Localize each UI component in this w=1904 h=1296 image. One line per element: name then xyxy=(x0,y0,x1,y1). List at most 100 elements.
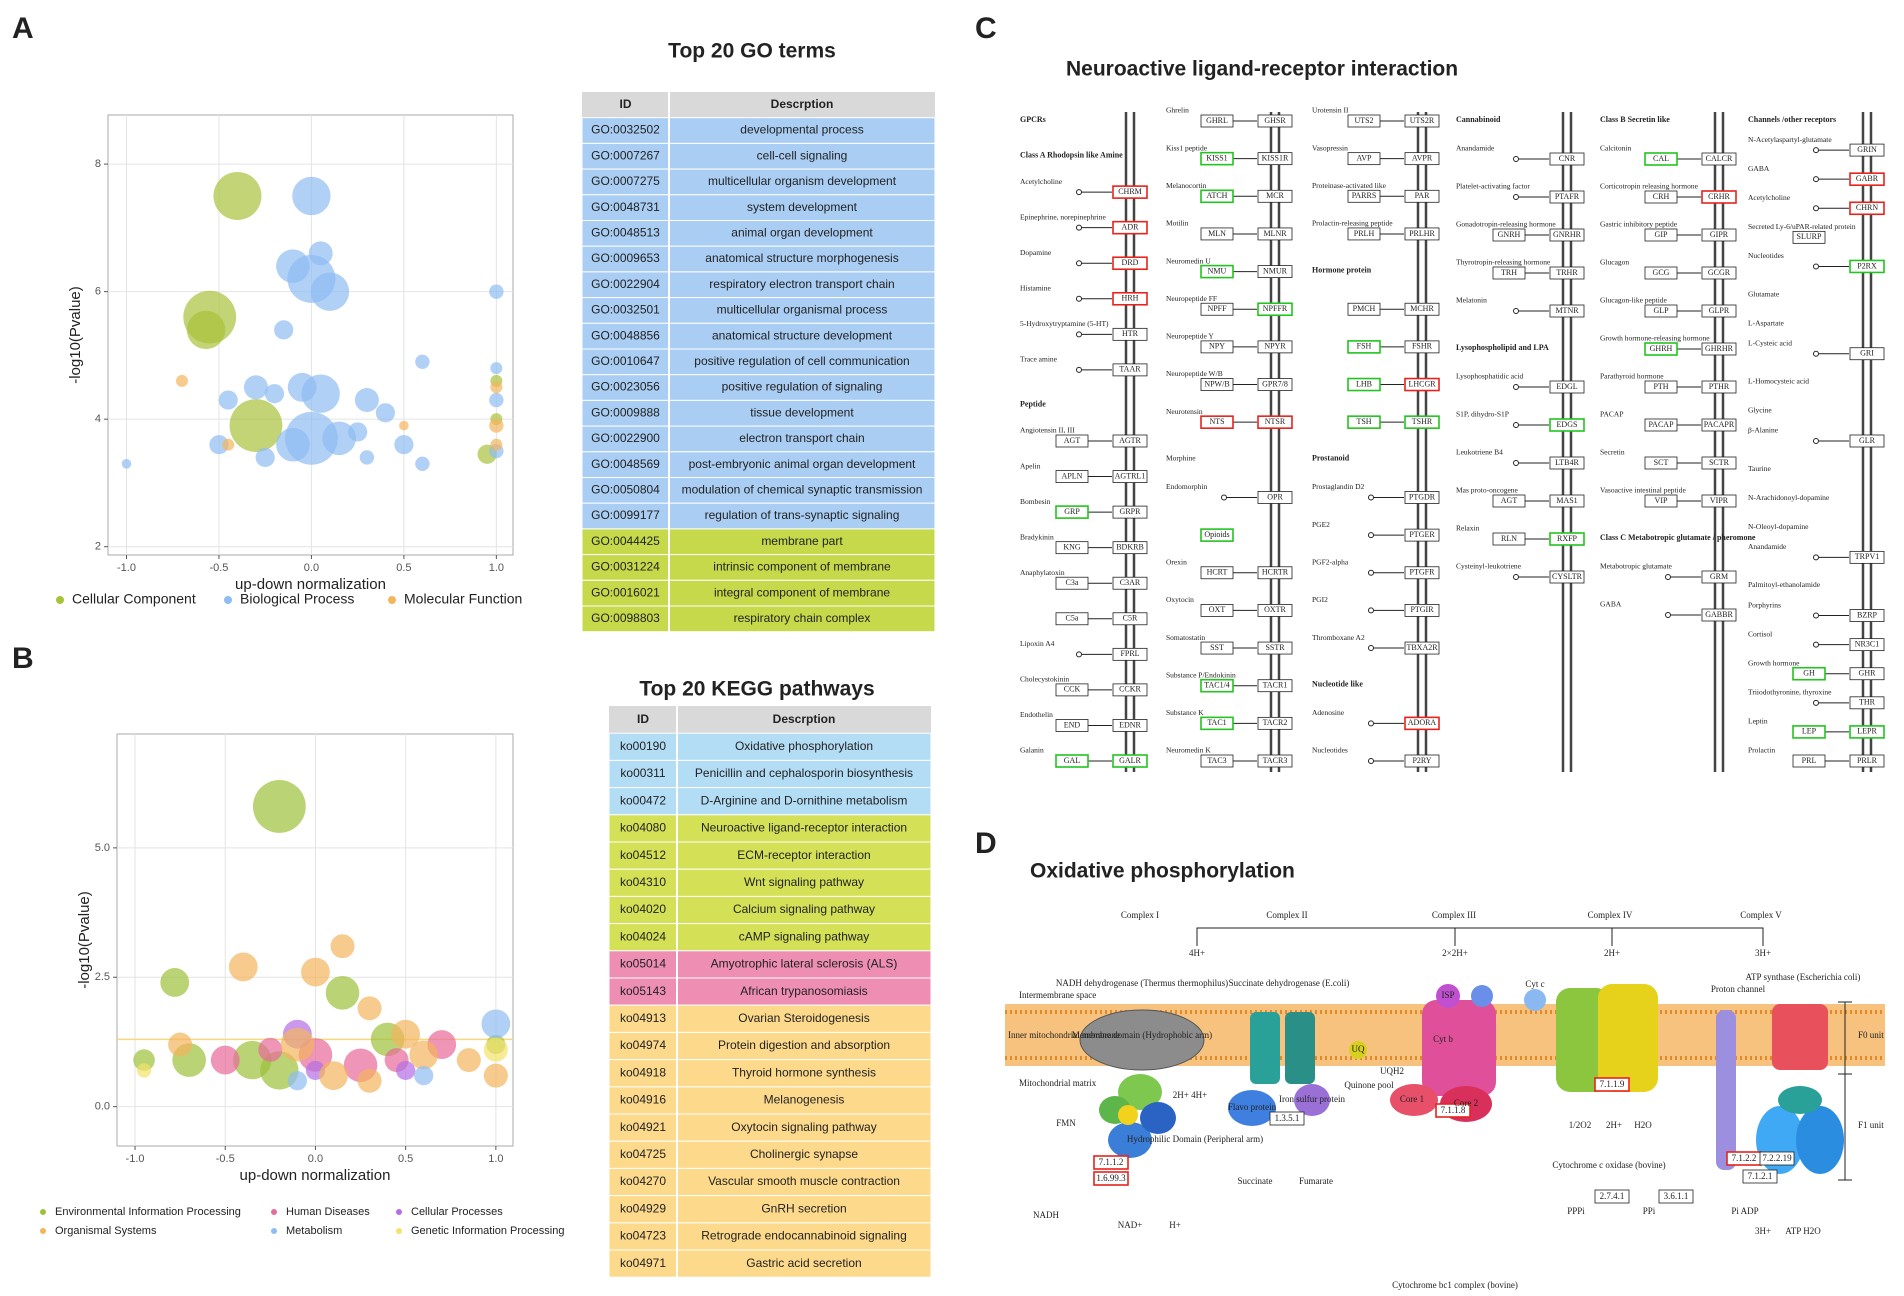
table-row xyxy=(608,732,932,761)
receptor-box xyxy=(1112,505,1148,519)
cell-description: multicellular organism development xyxy=(708,174,897,188)
diagram-label: Cyt c xyxy=(1525,979,1544,989)
ec-label: 7.1.1.2 xyxy=(1099,1157,1124,1167)
receptor-label: UTS2R xyxy=(1410,116,1435,125)
receptor-box xyxy=(1112,291,1148,306)
receptor-box xyxy=(1701,608,1737,622)
cell-description: Neuroactive ligand-receptor interaction xyxy=(701,821,907,835)
group-header: Class B Secretin like xyxy=(1600,115,1670,124)
ligand-label: Oxytocin xyxy=(1166,595,1194,604)
receptor-label: GHSR xyxy=(1264,116,1286,125)
ligand-label: Apelin xyxy=(1020,461,1041,470)
receptor-label: LHCGR xyxy=(1408,379,1436,388)
ligand-box xyxy=(1200,415,1234,429)
diagram-label: Pi ADP xyxy=(1731,1206,1758,1216)
ligand-box xyxy=(1492,266,1526,280)
ligand-label: Anaphylatoxin xyxy=(1020,568,1065,577)
receptor-label: TRHR xyxy=(1556,268,1578,277)
receptor-label: SSTR xyxy=(1265,643,1285,652)
receptor-label: TAAR xyxy=(1119,365,1141,374)
cell-id: GO:0048513 xyxy=(591,226,660,240)
ligand-box xyxy=(1792,230,1826,244)
ligand-gene: C3a xyxy=(1066,578,1079,587)
ligand-label: Gastric inhibitory peptide xyxy=(1600,220,1678,229)
diagram-label: Fumarate xyxy=(1299,1176,1333,1186)
ligand-gene: PTH xyxy=(1653,382,1668,391)
ligand-label: Prolactin xyxy=(1748,746,1775,755)
ligand-label: Morphine xyxy=(1166,454,1196,463)
cell-id: ko04020 xyxy=(620,902,666,916)
ligand-label: Secretin xyxy=(1600,448,1625,457)
group-header: Hormone protein xyxy=(1312,265,1372,274)
receptor-label: OXTR xyxy=(1264,605,1286,614)
bubble xyxy=(489,418,504,433)
ligand-box xyxy=(1200,378,1234,391)
ligand-label: Prostaglandin D2 xyxy=(1312,482,1365,491)
ligand-box xyxy=(1644,266,1678,280)
group-header: Peptide xyxy=(1020,399,1046,408)
ligand-label: PGE2 xyxy=(1312,520,1330,529)
cell-id: GO:0032501 xyxy=(591,303,660,317)
ligand-label: Vasopressin xyxy=(1312,143,1348,152)
complex-v-f0 xyxy=(1772,1004,1828,1070)
receptor-box xyxy=(1549,418,1585,432)
legend-label: Environmental Information Processing xyxy=(55,1206,241,1218)
cell-description: Wnt signaling pathway xyxy=(744,875,864,889)
diagram-label: Hydrophilic Domain (Peripheral arm) xyxy=(1127,1134,1263,1144)
ligand-box xyxy=(1792,754,1826,768)
diagram-label: 4H+ xyxy=(1189,948,1205,958)
ligand-box xyxy=(1200,716,1234,731)
ligand-gene: GIP xyxy=(1655,230,1668,239)
ligand-box xyxy=(1200,641,1234,655)
bubble xyxy=(357,996,382,1021)
cell-description: intrinsic component of membrane xyxy=(713,560,891,574)
receptor-label: OPR xyxy=(1267,492,1283,501)
ligand-box xyxy=(1644,304,1678,318)
receptor-box xyxy=(1257,227,1293,241)
complex-ii xyxy=(1285,1012,1315,1084)
table-row xyxy=(581,554,936,581)
complex-iii xyxy=(1390,1084,1438,1116)
cell-description: Oxidative phosphorylation xyxy=(735,739,873,753)
panel-label: B xyxy=(12,642,34,675)
receptor-label: PTGDR xyxy=(1409,492,1436,501)
receptor-box xyxy=(1112,576,1148,590)
ec-box xyxy=(1435,1103,1471,1118)
receptor-box xyxy=(1404,641,1440,655)
ligand-box xyxy=(1055,505,1089,519)
complex-label: Complex II xyxy=(1266,910,1307,920)
ec-label: 7.2.2.19 xyxy=(1762,1153,1792,1163)
cell-id: ko04971 xyxy=(620,1256,666,1270)
ligand-box xyxy=(1347,227,1381,241)
receptor-box xyxy=(1112,256,1148,271)
bubble xyxy=(210,1045,240,1075)
diagram-label: UQH2 xyxy=(1380,1066,1404,1076)
ligand-gene: TAC3 xyxy=(1207,756,1226,765)
receptor-box xyxy=(1112,434,1148,448)
ligand-label: S1P, dihydro-S1P xyxy=(1456,410,1509,419)
bubble xyxy=(483,1063,508,1088)
bubble xyxy=(415,456,430,472)
table-row xyxy=(608,868,932,897)
ligand-label: 5-Hydroxytryptamine (5-HT) xyxy=(1020,319,1109,328)
receptor-label: GCGR xyxy=(1708,268,1731,277)
ligand-label: Melatonin xyxy=(1456,296,1487,305)
bubble xyxy=(359,450,375,465)
ligand-label: Orexin xyxy=(1166,557,1187,566)
ligand-label: Lipoxin A4 xyxy=(1020,639,1055,648)
receptor-label: GABBR xyxy=(1705,610,1733,619)
receptor-label: GLR xyxy=(1859,436,1876,445)
ligand-label: Neuropeptide Y xyxy=(1166,332,1214,341)
quinone xyxy=(1349,1041,1367,1059)
ligand-label: Angiotensin II, III xyxy=(1020,426,1075,435)
ligand-node xyxy=(1076,366,1082,373)
ligand-node xyxy=(1665,612,1671,618)
ligand-label: Relaxin xyxy=(1456,524,1480,533)
cell-id: GO:0048731 xyxy=(591,200,660,214)
complex-v-f1 xyxy=(1796,1106,1844,1174)
receptor-label: MLNR xyxy=(1263,229,1287,238)
cell-description: Melanogenesis xyxy=(764,1093,845,1107)
cell-id: GO:0007267 xyxy=(591,148,660,162)
complex-label: Complex V xyxy=(1740,910,1782,920)
cell-id: GO:0044425 xyxy=(591,534,660,548)
